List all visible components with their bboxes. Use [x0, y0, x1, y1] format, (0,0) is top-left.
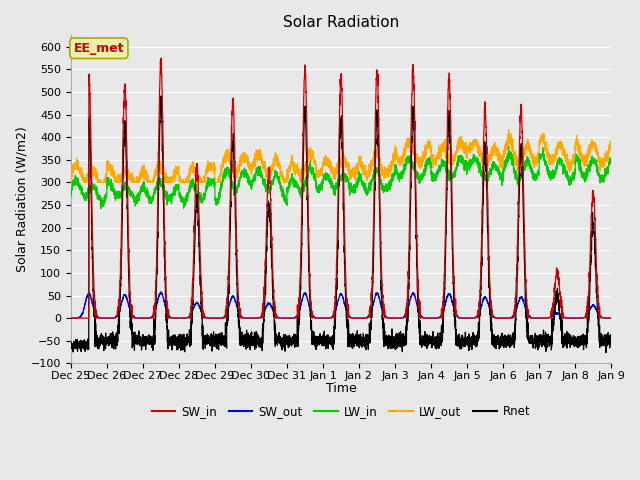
Legend: SW_in, SW_out, LW_in, LW_out, Rnet: SW_in, SW_out, LW_in, LW_out, Rnet — [147, 401, 535, 423]
Y-axis label: Solar Radiation (W/m2): Solar Radiation (W/m2) — [15, 127, 28, 272]
Text: EE_met: EE_met — [74, 42, 124, 55]
X-axis label: Time: Time — [326, 383, 356, 396]
Title: Solar Radiation: Solar Radiation — [283, 15, 399, 30]
